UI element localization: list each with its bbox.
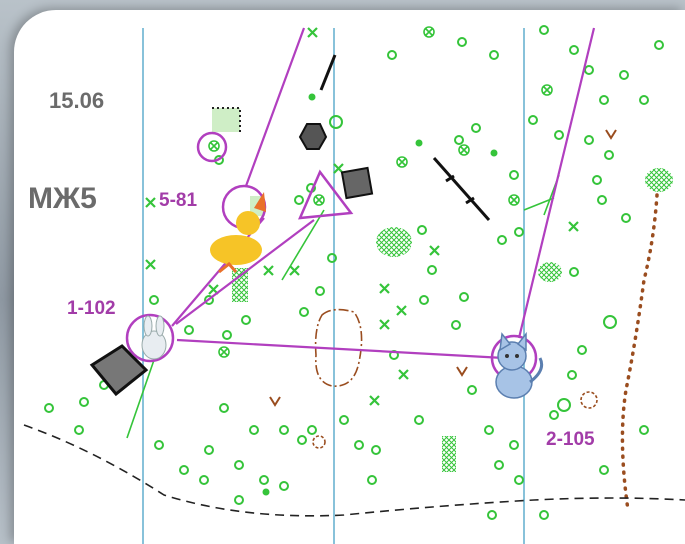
green-dots [262,93,498,496]
boundary-line [23,424,685,517]
course-code: МЖ5 [28,182,97,215]
meridian-lines [142,28,525,544]
cross-features [145,27,579,406]
brown-v-marks [269,129,617,407]
control-label-1-102: 1-102 [67,298,116,319]
circled-x-features [208,26,553,358]
small-pits [312,391,598,449]
boulder [298,123,328,150]
control-label-5-81: 5-81 [159,190,197,211]
cat-icon [495,331,544,399]
duck-icon [210,192,266,274]
dotted-trail [620,193,659,512]
depression [314,308,363,387]
building [340,166,374,200]
map-card: 15.06 МЖ5 5-81 1-102 2-105 [14,10,685,544]
course-lines [171,27,596,360]
control-label-2-105: 2-105 [546,429,595,450]
black-tracks [319,54,491,221]
open-area [212,108,240,132]
map-date: 15.06 [49,88,104,113]
control-circles [125,131,538,382]
building-large [89,344,149,397]
start-triangle-icon [298,169,354,220]
bunny-icon [141,315,167,360]
orienteering-map: 15.06 МЖ5 5-81 1-102 2-105 [23,25,685,544]
vegetation-patches [232,168,673,472]
